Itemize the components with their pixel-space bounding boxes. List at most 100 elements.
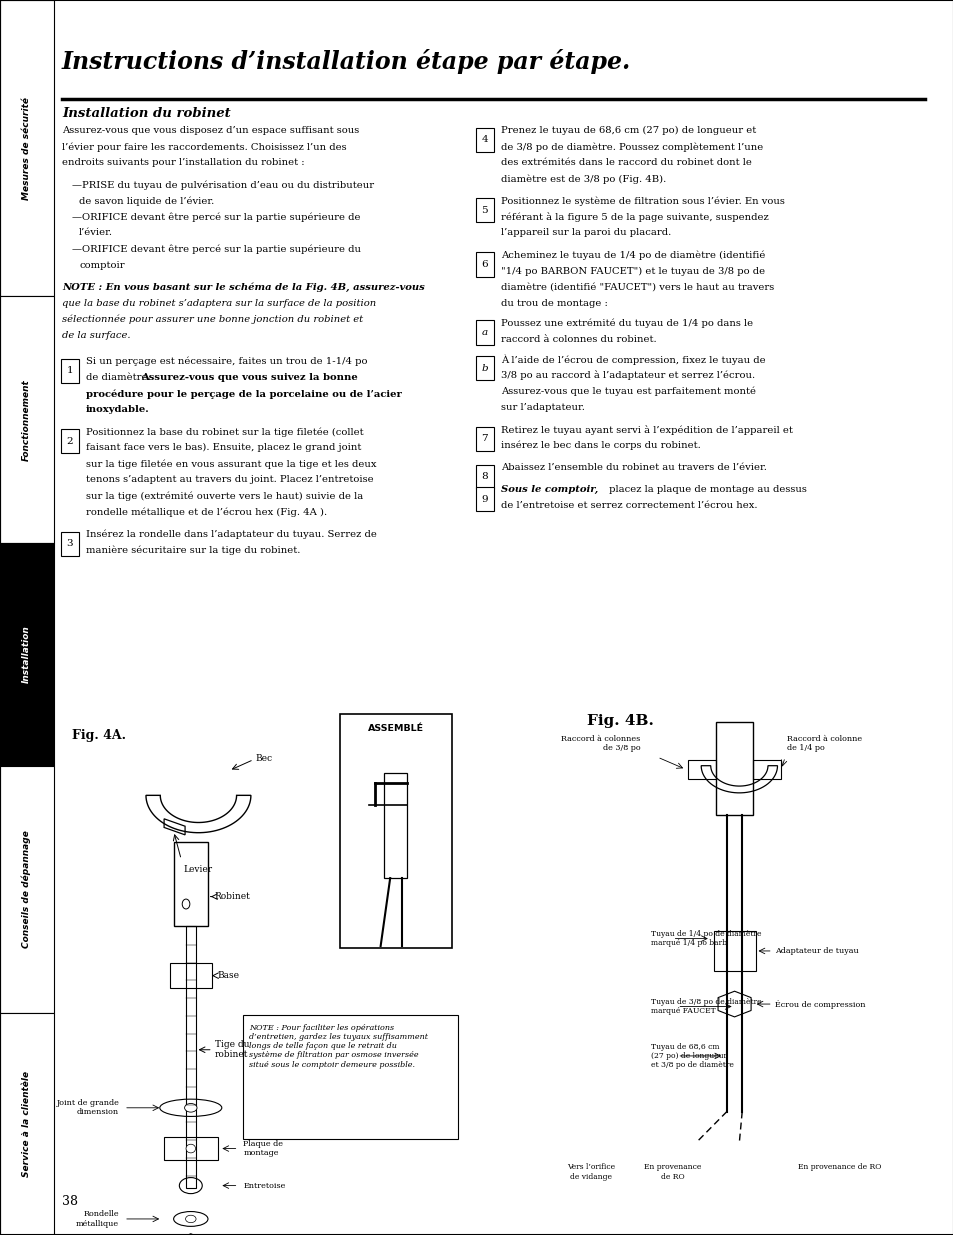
Text: Vers l’orifice
de vidange: Vers l’orifice de vidange xyxy=(567,1163,615,1181)
Text: Positionnez la base du robinet sur la tige filetée (collet: Positionnez la base du robinet sur la ti… xyxy=(86,427,363,437)
Text: —ORIFICE devant être percé sur la partie supérieure de: —ORIFICE devant être percé sur la partie… xyxy=(71,212,359,222)
Text: Tige du
robinet: Tige du robinet xyxy=(214,1040,249,1060)
Text: 1: 1 xyxy=(67,367,73,375)
Bar xyxy=(0,296,54,543)
Bar xyxy=(186,926,195,1188)
Text: Tuyau de 68,6 cm
(27 po) de longueur
et 3/8 po de diamètre: Tuyau de 68,6 cm (27 po) de longueur et … xyxy=(650,1042,733,1070)
FancyBboxPatch shape xyxy=(476,464,493,489)
Text: NOTE : Pour faciliter les opérations
d’entretien, gardez les tuyaux suffisamment: NOTE : Pour faciliter les opérations d’e… xyxy=(249,1024,428,1068)
Text: Conseils de dépannage: Conseils de dépannage xyxy=(22,830,31,948)
Text: b: b xyxy=(481,364,488,373)
Text: 2: 2 xyxy=(67,437,73,446)
Text: Acheminez le tuyau de 1/4 po de diamètre (identifié: Acheminez le tuyau de 1/4 po de diamètre… xyxy=(500,251,764,261)
Text: Entretoise: Entretoise xyxy=(243,1182,285,1189)
Text: diamètre est de 3/8 po (Fig. 4B).: diamètre est de 3/8 po (Fig. 4B). xyxy=(500,174,665,184)
FancyBboxPatch shape xyxy=(476,487,493,511)
Ellipse shape xyxy=(185,1215,196,1223)
Text: Poussez une extrémité du tuyau de 1/4 po dans le: Poussez une extrémité du tuyau de 1/4 po… xyxy=(500,319,752,329)
Text: de 3/8 po de diamètre. Poussez complètement l’une: de 3/8 po de diamètre. Poussez complètem… xyxy=(500,142,762,152)
Text: Base: Base xyxy=(217,971,239,981)
Text: Plaque de
montage: Plaque de montage xyxy=(243,1140,283,1157)
Text: Insérez la rondelle dans l’adaptateur du tuyau. Serrez de: Insérez la rondelle dans l’adaptateur du… xyxy=(86,530,376,540)
Text: rondelle métallique et de l’écrou hex (Fig. 4A ).: rondelle métallique et de l’écrou hex (F… xyxy=(86,508,327,517)
Text: Fonctionnement: Fonctionnement xyxy=(22,379,31,461)
Text: 4: 4 xyxy=(481,136,488,144)
Bar xyxy=(716,722,752,815)
Text: Assurez-vous que vous disposez d’un espace suffisant sous: Assurez-vous que vous disposez d’un espa… xyxy=(62,126,359,135)
Text: Rondelle
métallique: Rondelle métallique xyxy=(76,1210,119,1228)
Ellipse shape xyxy=(185,1104,196,1112)
Text: de la surface.: de la surface. xyxy=(62,331,131,340)
Text: Tuyau de 1/4 po de diamètre
marqué 1/4 po barb: Tuyau de 1/4 po de diamètre marqué 1/4 p… xyxy=(650,930,760,947)
Text: 7: 7 xyxy=(481,435,488,443)
Text: Robinet: Robinet xyxy=(214,892,251,902)
Text: "1/4 po BARBON FAUCET") et le tuyau de 3/8 po de: "1/4 po BARBON FAUCET") et le tuyau de 3… xyxy=(500,267,764,275)
FancyBboxPatch shape xyxy=(476,127,493,152)
Text: Instructions d’installation étape par étape.: Instructions d’installation étape par ét… xyxy=(62,49,631,74)
Text: Sous le comptoir,: Sous le comptoir, xyxy=(500,485,598,494)
Text: Raccord à colonnes
de 3/8 po: Raccord à colonnes de 3/8 po xyxy=(560,735,639,752)
Text: comptoir: comptoir xyxy=(79,261,125,269)
Text: Prenez le tuyau de 68,6 cm (27 po) de longueur et: Prenez le tuyau de 68,6 cm (27 po) de lo… xyxy=(500,126,756,135)
Bar xyxy=(339,714,452,948)
Text: a: a xyxy=(481,329,487,337)
Text: tenons s’adaptent au travers du joint. Placez l’entretoise: tenons s’adaptent au travers du joint. P… xyxy=(86,475,373,484)
Text: Écrou de compression: Écrou de compression xyxy=(774,999,864,1009)
FancyBboxPatch shape xyxy=(476,252,493,277)
Text: diamètre (identifié "FAUCET") vers le haut au travers: diamètre (identifié "FAUCET") vers le ha… xyxy=(500,283,773,291)
Text: 6: 6 xyxy=(481,261,488,269)
FancyBboxPatch shape xyxy=(476,356,493,380)
Bar xyxy=(752,760,781,779)
Bar xyxy=(687,760,716,779)
Text: Mesures de sécurité: Mesures de sécurité xyxy=(22,96,31,200)
FancyBboxPatch shape xyxy=(476,426,493,451)
Text: ASSEMBLÉ: ASSEMBLÉ xyxy=(368,724,423,732)
Text: 8: 8 xyxy=(481,473,488,482)
Text: l’évier.: l’évier. xyxy=(79,228,113,237)
Text: À l’aide de l’écrou de compression, fixez le tuyau de: À l’aide de l’écrou de compression, fixe… xyxy=(500,354,764,366)
Text: Tuyau de 3/8 po de diamètre
marqué FAUCET: Tuyau de 3/8 po de diamètre marqué FAUCE… xyxy=(650,998,760,1015)
Polygon shape xyxy=(718,992,750,1016)
Bar xyxy=(0,0,54,296)
Text: référant à la figure 5 de la page suivante, suspendez: référant à la figure 5 de la page suivan… xyxy=(500,212,768,222)
Text: faisant face vers le bas). Ensuite, placez le grand joint: faisant face vers le bas). Ensuite, plac… xyxy=(86,443,361,452)
Text: Assurez-vous que le tuyau est parfaitement monté: Assurez-vous que le tuyau est parfaiteme… xyxy=(500,387,755,396)
Text: procédure pour le perçage de la porcelaine ou de l’acier: procédure pour le perçage de la porcelai… xyxy=(86,389,401,399)
Bar xyxy=(0,543,54,766)
Text: raccord à colonnes du robinet.: raccord à colonnes du robinet. xyxy=(500,335,656,343)
Bar xyxy=(243,1015,457,1139)
Bar xyxy=(164,1137,217,1160)
Text: Adaptateur de tuyau: Adaptateur de tuyau xyxy=(774,947,858,955)
Text: Retirez le tuyau ayant servi à l’expédition de l’appareil et: Retirez le tuyau ayant servi à l’expédit… xyxy=(500,425,792,435)
Text: —PRISE du tuyau de pulvérisation d’eau ou du distributeur: —PRISE du tuyau de pulvérisation d’eau o… xyxy=(71,180,374,190)
Text: Abaissez l’ensemble du robinet au travers de l’évier.: Abaissez l’ensemble du robinet au traver… xyxy=(500,463,766,472)
FancyBboxPatch shape xyxy=(61,358,78,383)
Text: des extrémités dans le raccord du robinet dont le: des extrémités dans le raccord du robine… xyxy=(500,158,751,167)
Text: l’évier pour faire les raccordements. Choisissez l’un des: l’évier pour faire les raccordements. Ch… xyxy=(62,142,346,152)
Text: Installation du robinet: Installation du robinet xyxy=(62,107,231,121)
Text: —ORIFICE devant être percé sur la partie supérieure du: —ORIFICE devant être percé sur la partie… xyxy=(71,245,360,254)
Ellipse shape xyxy=(186,1144,195,1153)
Text: Fig. 4B.: Fig. 4B. xyxy=(586,714,653,727)
Text: de diamètre.: de diamètre. xyxy=(86,373,153,382)
Bar xyxy=(173,842,208,926)
Text: sélectionnée pour assurer une bonne jonction du robinet et: sélectionnée pour assurer une bonne jonc… xyxy=(62,315,363,325)
Text: 38: 38 xyxy=(62,1194,78,1208)
Text: que la base du robinet s’adaptera sur la surface de la position: que la base du robinet s’adaptera sur la… xyxy=(62,299,375,308)
Text: sur la tige filetée en vous assurant que la tige et les deux: sur la tige filetée en vous assurant que… xyxy=(86,459,376,469)
Text: insérez le bec dans le corps du robinet.: insérez le bec dans le corps du robinet. xyxy=(500,441,700,451)
Text: Positionnez le système de filtration sous l’évier. En vous: Positionnez le système de filtration sou… xyxy=(500,196,784,206)
FancyBboxPatch shape xyxy=(61,429,78,453)
Text: Joint de grande
dimension: Joint de grande dimension xyxy=(56,1099,119,1116)
Text: 3: 3 xyxy=(67,540,73,548)
Text: Raccord à colonne
de 1/4 po: Raccord à colonne de 1/4 po xyxy=(786,735,862,752)
Text: Fig. 4A.: Fig. 4A. xyxy=(71,729,126,742)
Text: inoxydable.: inoxydable. xyxy=(86,405,150,414)
Text: manière sécuritaire sur la tige du robinet.: manière sécuritaire sur la tige du robin… xyxy=(86,546,300,556)
Text: 5: 5 xyxy=(481,206,488,215)
Text: En provenance de RO: En provenance de RO xyxy=(797,1163,881,1171)
FancyBboxPatch shape xyxy=(61,531,78,556)
Text: endroits suivants pour l’installation du robinet :: endroits suivants pour l’installation du… xyxy=(62,158,304,167)
Text: sur la tige (extrémité ouverte vers le haut) suivie de la: sur la tige (extrémité ouverte vers le h… xyxy=(86,492,363,501)
Text: 3/8 po au raccord à l’adaptateur et serrez l’écrou.: 3/8 po au raccord à l’adaptateur et serr… xyxy=(500,370,754,380)
